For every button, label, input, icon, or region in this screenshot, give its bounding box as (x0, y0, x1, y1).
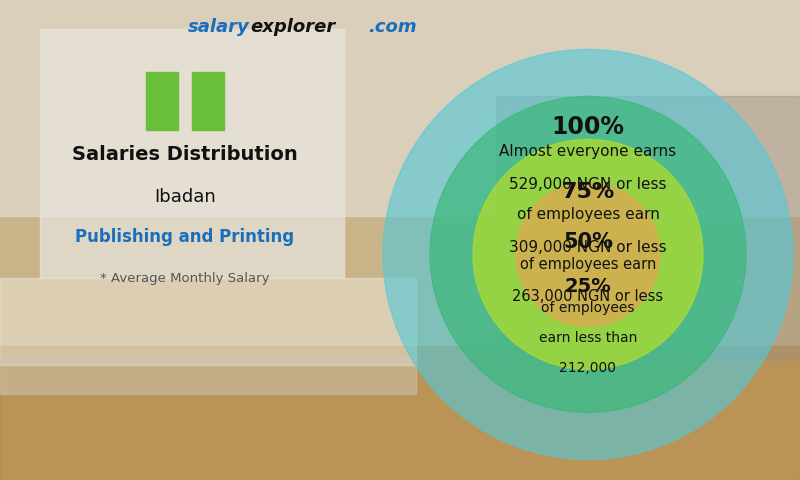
Text: Ibadan: Ibadan (154, 188, 216, 206)
Text: 309,000 NGN or less: 309,000 NGN or less (509, 240, 667, 255)
Text: 50%: 50% (563, 232, 613, 252)
Bar (0, 278, 416, 365)
Bar (40, 29, 344, 278)
Bar (0, 355, 416, 394)
Circle shape (383, 49, 793, 459)
Text: Almost everyone earns: Almost everyone earns (499, 144, 677, 159)
Circle shape (473, 139, 703, 370)
Bar (0, 0, 800, 216)
Bar (496, 96, 800, 360)
Bar (146, 72, 178, 130)
Text: Salaries Distribution: Salaries Distribution (72, 145, 298, 164)
Text: 212,000: 212,000 (559, 361, 617, 375)
Text: Publishing and Printing: Publishing and Printing (75, 228, 294, 246)
Text: 263,000 NGN or less: 263,000 NGN or less (513, 289, 663, 304)
Text: of employees earn: of employees earn (520, 257, 656, 273)
Text: of employees: of employees (542, 301, 634, 315)
Circle shape (430, 96, 746, 412)
Text: 529,000 NGN or less: 529,000 NGN or less (510, 178, 666, 192)
Bar (192, 72, 224, 130)
Text: salary: salary (188, 18, 250, 36)
Text: explorer: explorer (250, 18, 335, 36)
Text: 100%: 100% (551, 115, 625, 139)
Circle shape (516, 182, 660, 326)
Bar (0, 346, 800, 480)
Text: earn less than: earn less than (539, 331, 637, 346)
Text: of employees earn: of employees earn (517, 207, 659, 222)
Text: 75%: 75% (562, 182, 614, 203)
Text: 25%: 25% (565, 277, 611, 296)
Text: * Average Monthly Salary: * Average Monthly Salary (100, 272, 270, 285)
Text: .com: .com (368, 18, 417, 36)
